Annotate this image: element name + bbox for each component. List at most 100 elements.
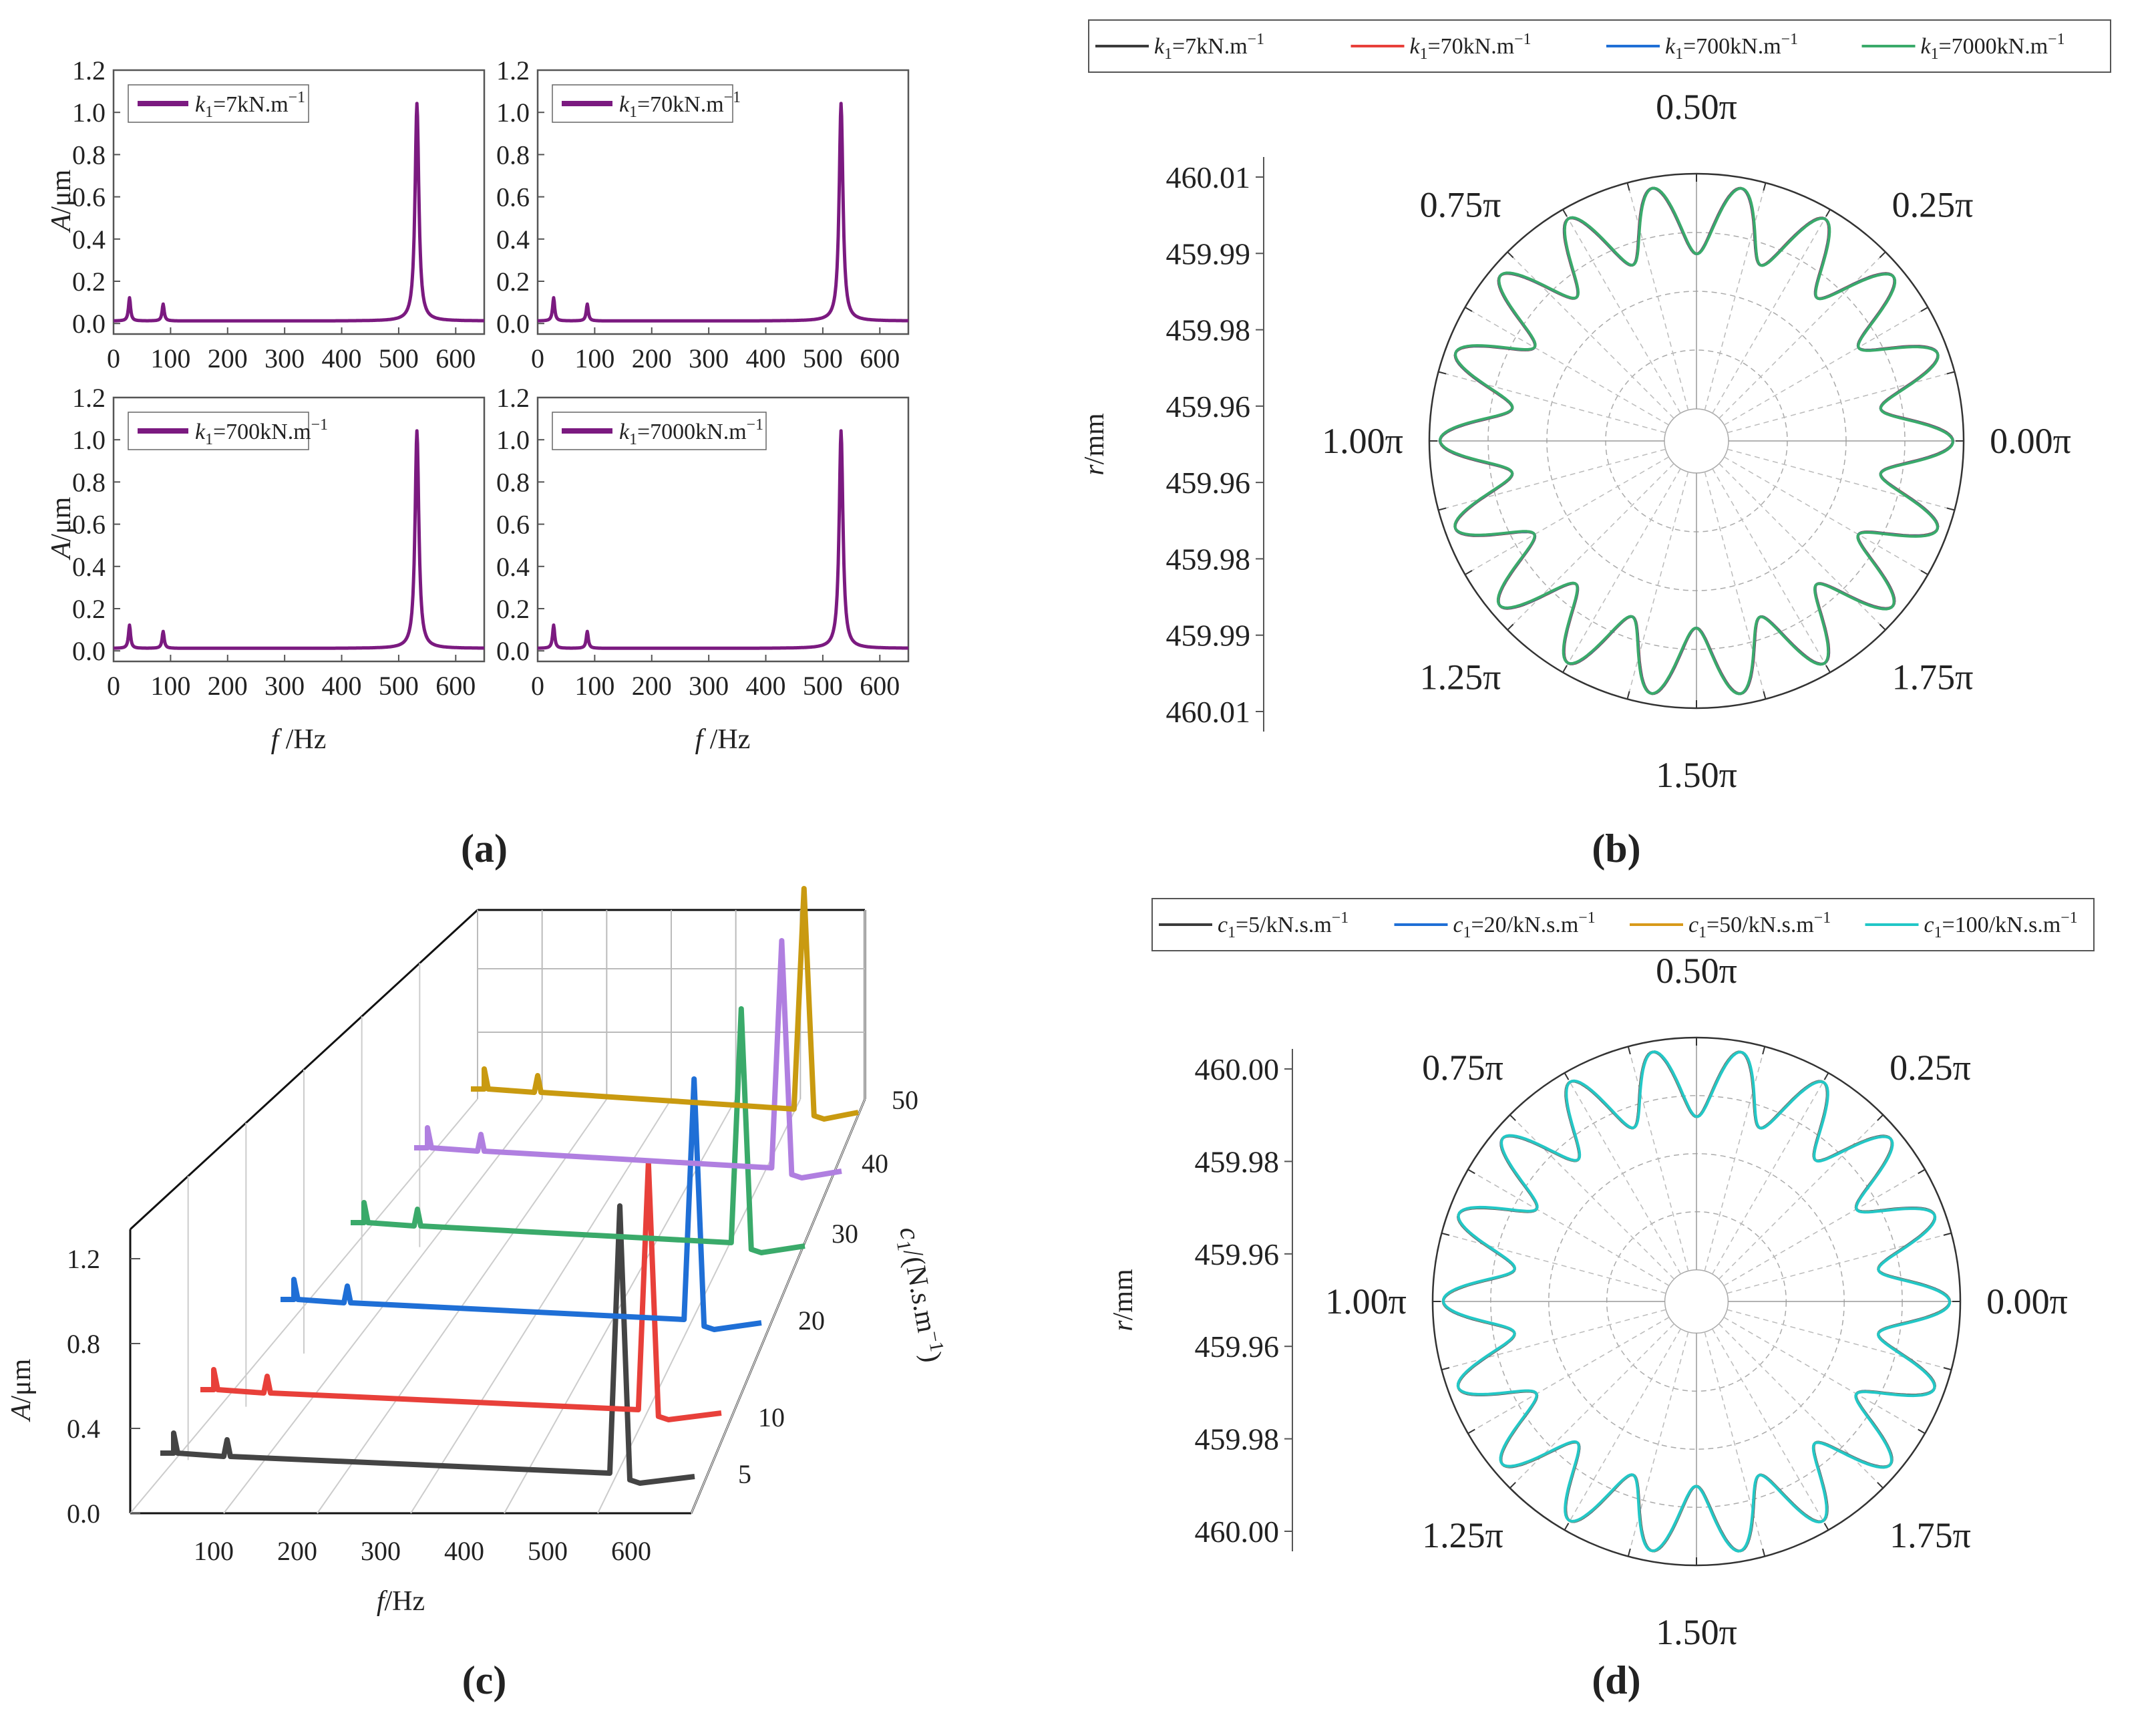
polar-spoke [1723,1317,1926,1434]
x-tick-label: 400 [746,343,786,373]
polar-spoke [1719,251,1886,419]
y-tick-label: 0.0 [496,309,530,339]
y-tick-label: 0.8 [496,140,530,170]
polar-tick [1562,209,1568,217]
angle-label: 1.25π [1422,1515,1503,1555]
angle-label: 0.75π [1420,184,1501,224]
x-tick-label: 300 [689,343,729,373]
polar-tick [1467,1428,1475,1434]
angle-label: 0.00π [1990,421,2071,461]
spectrum-line [112,429,486,650]
x-tick-label: 500 [528,1536,568,1566]
polar-tick [1627,1548,1631,1557]
angle-label: 1.50π [1656,1612,1737,1652]
x-tick-label: 400 [746,671,786,701]
x-tick-label: 200 [277,1536,317,1566]
x-tick-label: 200 [208,343,248,373]
spectrum-line [536,102,910,323]
r-tick-label: 460.00 [1195,1515,1280,1549]
polar-spoke [1727,1233,1952,1294]
legend-label: k1=7000kN.m−1 [1921,31,2065,63]
polar-spoke [1564,1328,1681,1531]
polar-tick [1762,1046,1766,1055]
y-tick-label: 0.4 [67,1414,100,1444]
y-tick-label: 0.4 [496,224,530,255]
y-tick-label: 0.8 [496,467,530,497]
polar-tick [1823,1072,1829,1080]
x-tick-label: 600 [435,671,476,701]
polar-spoke [1704,472,1767,700]
r-tick-label: 459.99 [1166,237,1251,271]
x-tick-label: 0 [107,343,120,373]
grid-line [691,1098,866,1514]
polar-spoke [1704,182,1767,410]
y-tick-label: 1.2 [496,383,530,413]
polar-spoke [1509,1323,1675,1489]
polar-spoke [1465,456,1669,575]
polar-curve [1441,1050,1952,1553]
polar-tick [1441,1232,1450,1236]
polar-tick [1946,507,1955,511]
grid-line [130,1098,478,1514]
polar-tick [1920,307,1928,312]
angle-label: 1.00π [1322,421,1403,461]
polar-spoke [1727,371,1955,434]
polar-spoke [1724,456,1928,575]
series-line [471,886,859,1122]
polar-tick [1627,1046,1631,1055]
polar-tick [1943,1232,1952,1236]
polar-spoke [1441,1233,1666,1294]
polar-tick [1465,570,1473,575]
polar-ring [1664,408,1729,474]
polar-spoke [1467,1169,1670,1286]
angle-label: 1.00π [1325,1281,1407,1322]
y-tick-label: 0.0 [67,1499,100,1529]
polar-tick [1877,1114,1884,1121]
y-tick-label: 0.4 [72,224,106,255]
y-tick-label: 1.0 [72,425,106,455]
polar-spoke [1712,1072,1829,1275]
polar-spoke [1712,1328,1829,1531]
caption-b: (b) [1592,826,1640,871]
polar-spoke [1727,1309,1952,1370]
legend-label: k1=70kN.m−1 [1410,31,1532,63]
polar-spoke [1564,1072,1681,1275]
y-tick-label: 0.2 [496,594,530,624]
y-tick-label: 0.8 [72,467,106,497]
polar-tick [1626,182,1630,191]
y-tick-label: 0.8 [72,140,106,170]
x-tick-label: 300 [264,671,305,701]
y-tick-label: 0.4 [496,552,530,582]
polar-spoke [1704,1046,1765,1271]
x-tick-label: 600 [860,671,900,701]
x-tick-label: 200 [632,343,672,373]
polar-tick [1509,1114,1516,1121]
polar-tick [1763,182,1767,191]
x-tick-label: 0 [107,671,120,701]
legend-box [1151,898,2095,951]
polar-tick [1918,1428,1926,1434]
x-axis-label: f /Hz [695,724,751,755]
angle-label: 0.25π [1892,184,1974,224]
legend-label: k1=700kN.m−1 [195,416,328,448]
r-tick-label: 459.99 [1166,619,1251,653]
x-tick-label: 100 [150,343,190,373]
legend-box [1088,19,2111,73]
r-tick-label: 460.01 [1166,160,1251,194]
y-tick-label: 1.2 [496,55,530,86]
polar-tick [1825,665,1831,673]
r-tick-label: 459.96 [1195,1330,1280,1364]
plot-frame [112,396,486,663]
polar-spoke [1626,182,1689,410]
series-line [414,938,842,1181]
polar-tick [1564,1523,1570,1531]
z-tick-label: 50 [892,1085,918,1115]
angle-label: 1.50π [1656,755,1737,795]
x-tick-label: 500 [379,671,419,701]
r-axis-label: r/mm [1079,413,1110,476]
polar-tick [1762,1548,1766,1557]
y-tick-label: 0.6 [72,510,106,540]
caption-d: (d) [1592,1658,1640,1702]
y-tick-label: 0.0 [72,636,106,666]
y-tick-label: 1.2 [72,383,106,413]
